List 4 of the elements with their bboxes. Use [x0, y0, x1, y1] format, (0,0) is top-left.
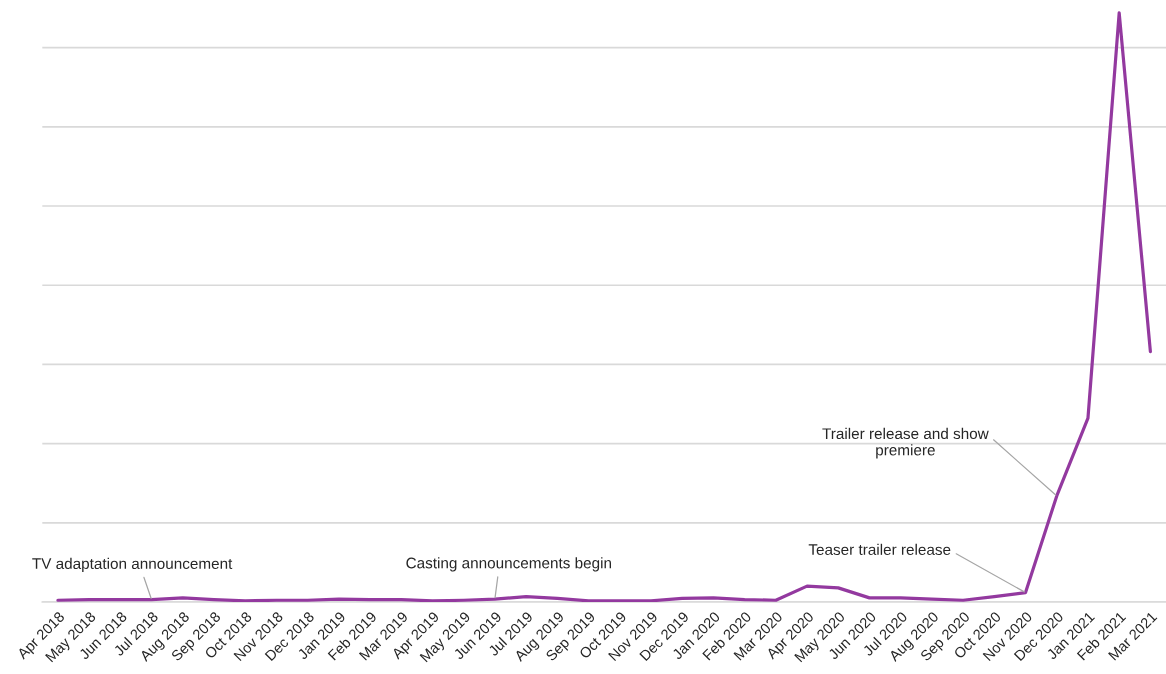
annotation: Casting announcements begin — [406, 557, 611, 572]
annotation: Trailer release and show premiere — [822, 427, 989, 459]
annotation: Teaser trailer release — [808, 543, 951, 556]
annotation: TV adaptation announcement — [32, 557, 233, 573]
